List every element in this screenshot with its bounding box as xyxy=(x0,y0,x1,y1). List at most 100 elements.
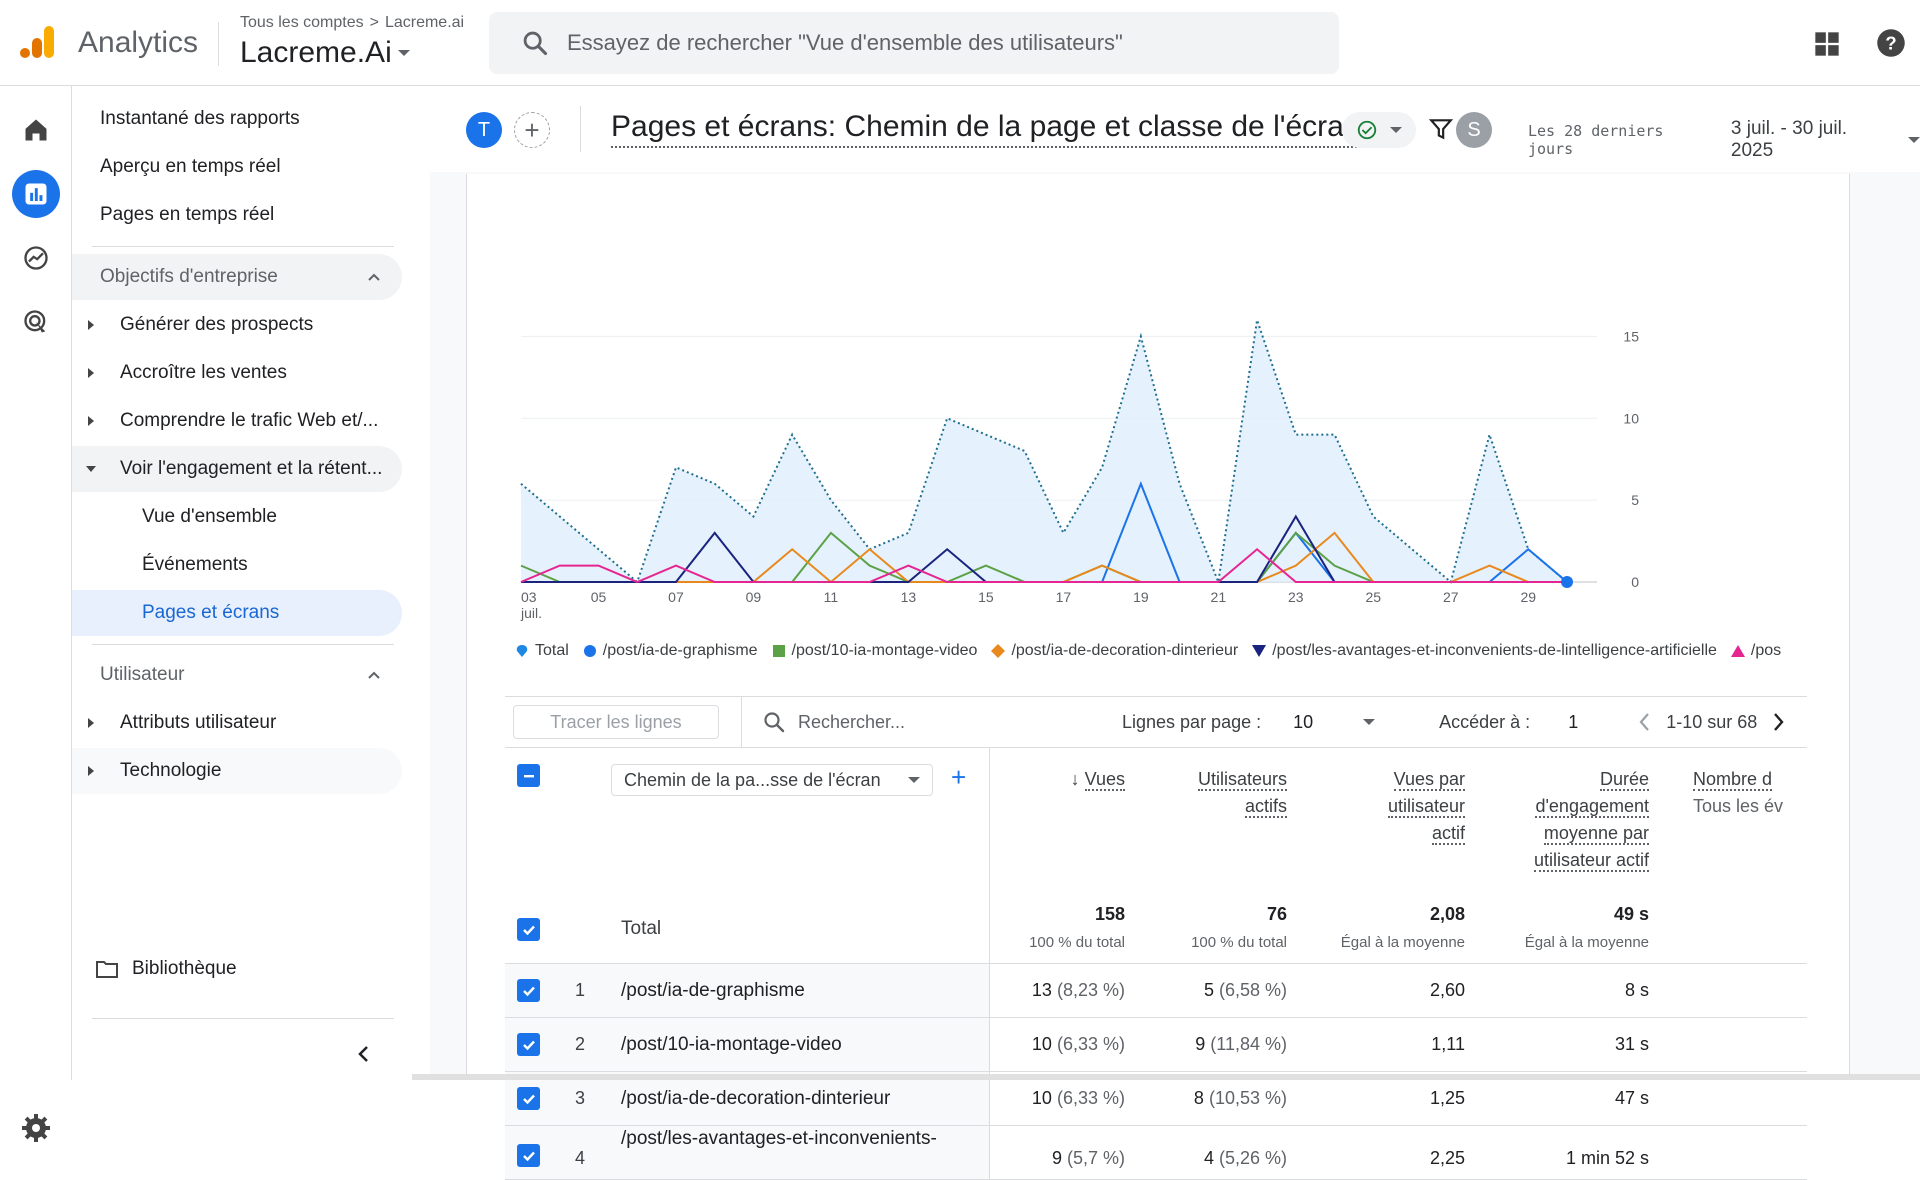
column-header-engagement[interactable]: Durée d'engagement moyenne par utilisate… xyxy=(1475,766,1649,874)
row-page-path[interactable]: /post/ia-de-decoration-dinterieur xyxy=(621,1088,891,1109)
apps-grid-icon[interactable] xyxy=(1813,30,1841,58)
x-tick-label: 13 xyxy=(901,589,917,605)
legend-item[interactable]: /post/10-ia-montage-video xyxy=(772,642,977,660)
column-header-views[interactable]: ↓ Vues xyxy=(1025,766,1125,793)
nav-realtime-pages[interactable]: Pages en temps réel xyxy=(72,192,402,238)
row-checkbox[interactable] xyxy=(517,1087,540,1110)
legend-label: Total xyxy=(535,642,569,659)
legend-item[interactable]: /post/les-avantages-et-inconvenients-de-… xyxy=(1252,642,1717,660)
rows-per-page-select[interactable]: 10 xyxy=(1293,712,1376,733)
report-title[interactable]: Pages et écrans: Chemin de la page et cl… xyxy=(611,110,1361,148)
total-checkbox[interactable] xyxy=(517,918,540,941)
y-tick-label: 5 xyxy=(1631,492,1639,508)
nav-engagement[interactable]: Voir l'engagement et la rétent... xyxy=(72,446,402,492)
nav-section-user[interactable]: Utilisateur xyxy=(72,652,402,698)
column-divider xyxy=(989,1126,990,1180)
nav-section-business-objectives[interactable]: Objectifs d'entreprise xyxy=(72,254,402,300)
advertising-button[interactable] xyxy=(12,298,60,346)
table-row[interactable]: 2 /post/10-ia-montage-video 10 (6,33 %) … xyxy=(505,1018,1807,1072)
date-range-picker[interactable]: Les 28 derniers jours 3 juil. - 30 juil.… xyxy=(1528,118,1920,162)
folder-icon xyxy=(96,961,118,978)
add-dimension-plus-icon[interactable]: + xyxy=(951,762,967,792)
home-button[interactable] xyxy=(12,106,60,154)
comparison-avatar[interactable]: T xyxy=(466,112,502,148)
global-search-input[interactable] xyxy=(567,30,1287,56)
total-views-per-user: 2,08 xyxy=(1429,904,1465,924)
goto-page-input[interactable]: 1 xyxy=(1568,711,1579,732)
property-selector[interactable]: Lacreme.Ai xyxy=(240,36,410,70)
horizontal-scrollbar[interactable] xyxy=(412,1074,1920,1080)
next-page-chevron-icon[interactable] xyxy=(1769,711,1787,733)
nav-technology[interactable]: Technologie xyxy=(72,748,402,794)
collapse-nav-chevron-left-icon[interactable] xyxy=(352,1042,376,1066)
global-search[interactable] xyxy=(489,12,1339,74)
column-header-active-users[interactable]: Utilisateurs actifs xyxy=(1145,766,1287,820)
row-engagement: 1 min 52 s xyxy=(1565,1148,1649,1168)
date-range-label: Les 28 derniers jours xyxy=(1528,122,1664,158)
expand-arrow-icon xyxy=(88,766,94,776)
breadcrumb-accounts[interactable]: Tous les comptes xyxy=(240,14,364,31)
nav-events[interactable]: Événements xyxy=(72,542,402,588)
table-search[interactable] xyxy=(762,710,1102,734)
column-divider xyxy=(989,1018,990,1072)
add-comparison-button[interactable]: + xyxy=(514,112,550,148)
column-header-label: utilisateur xyxy=(1387,796,1465,818)
row-checkbox[interactable] xyxy=(517,1033,540,1056)
filter-icon[interactable] xyxy=(1428,116,1454,142)
nav-library[interactable]: Bibliothèque xyxy=(96,958,237,980)
row-page-path[interactable]: /post/ia-de-graphisme xyxy=(621,980,805,1001)
row-page-path[interactable]: /post/les-avantages-et-inconvenients- xyxy=(621,1128,937,1149)
help-icon[interactable]: ? xyxy=(1876,28,1906,58)
row-checkbox[interactable] xyxy=(517,979,540,1002)
table-row[interactable]: 3 /post/ia-de-decoration-dinterieur 10 (… xyxy=(505,1072,1807,1126)
legend-item[interactable]: /pos xyxy=(1730,642,1781,660)
nav-pages-screens[interactable]: Pages et écrans xyxy=(72,590,402,636)
row-page-path[interactable]: /post/10-ia-montage-video xyxy=(621,1034,842,1055)
nav-label: Aperçu en temps réel xyxy=(100,156,281,177)
x-tick-sublabel: juil. xyxy=(520,605,542,621)
row-views: 13 (8,23 %) xyxy=(1005,980,1125,1001)
analytics-logo-icon[interactable] xyxy=(20,24,56,60)
legend-item[interactable]: /post/ia-de-decoration-dinterieur xyxy=(991,642,1238,660)
reports-button[interactable] xyxy=(12,170,60,218)
total-users-sub: 100 % du total xyxy=(1191,934,1287,951)
column-header-label: Utilisateurs xyxy=(1197,769,1287,791)
nav-divider xyxy=(92,246,394,247)
row-views: 10 (6,33 %) xyxy=(1005,1034,1125,1055)
row-number: 4 xyxy=(575,1148,586,1168)
column-header-views-per-user[interactable]: Vues par utilisateur actif xyxy=(1305,766,1465,847)
legend-marker-icon xyxy=(991,644,1006,658)
share-avatar[interactable]: S xyxy=(1456,112,1492,148)
nav-reports-snapshot[interactable]: Instantané des rapports xyxy=(72,96,402,142)
breadcrumb-property[interactable]: Lacreme.ai xyxy=(384,14,465,31)
total-engagement-sub: Égal à la moyenne xyxy=(1524,934,1649,951)
table-row[interactable]: 4 /post/les-avantages-et-inconvenients- … xyxy=(505,1126,1807,1180)
nav-user-attributes[interactable]: Attributs utilisateur xyxy=(72,700,402,746)
plot-rows-button[interactable]: Tracer les lignes xyxy=(513,705,719,739)
select-all-checkbox[interactable] xyxy=(517,764,540,787)
dimension-select[interactable]: Chemin de la pa...sse de l'écran xyxy=(611,764,933,796)
column-divider xyxy=(989,748,990,892)
legend-item[interactable]: Total xyxy=(515,642,569,660)
nav-engagement-overview[interactable]: Vue d'ensemble xyxy=(72,494,402,540)
settings-gear-icon[interactable] xyxy=(20,1112,52,1144)
checkmark-icon xyxy=(522,986,535,996)
previous-page-chevron-icon[interactable] xyxy=(1636,711,1654,733)
nav-understand-traffic[interactable]: Comprendre le trafic Web et/... xyxy=(72,398,402,444)
cell-percent: (11,84 %) xyxy=(1210,1034,1287,1054)
chevron-up-icon xyxy=(368,273,380,281)
report-status-dropdown[interactable] xyxy=(1342,112,1416,148)
breadcrumb[interactable]: Tous les comptes > Lacreme.ai xyxy=(240,14,464,32)
table-search-input[interactable] xyxy=(798,711,1078,733)
nav-label: Accroître les ventes xyxy=(120,362,287,383)
explore-button[interactable] xyxy=(12,234,60,282)
nav-realtime-overview[interactable]: Aperçu en temps réel xyxy=(72,144,402,190)
legend-item[interactable]: /post/ia-de-graphisme xyxy=(583,642,758,660)
pagination: 1-10 sur 68 xyxy=(1636,711,1787,733)
nav-grow-sales[interactable]: Accroître les ventes xyxy=(72,350,402,396)
nav-generate-leads[interactable]: Générer des prospects xyxy=(72,302,402,348)
column-header-event-count[interactable]: Nombre d Tous les év xyxy=(1693,766,1807,820)
table-row[interactable]: 1 /post/ia-de-graphisme 13 (8,23 %) 5 (6… xyxy=(505,964,1807,1018)
row-checkbox[interactable] xyxy=(517,1144,540,1167)
